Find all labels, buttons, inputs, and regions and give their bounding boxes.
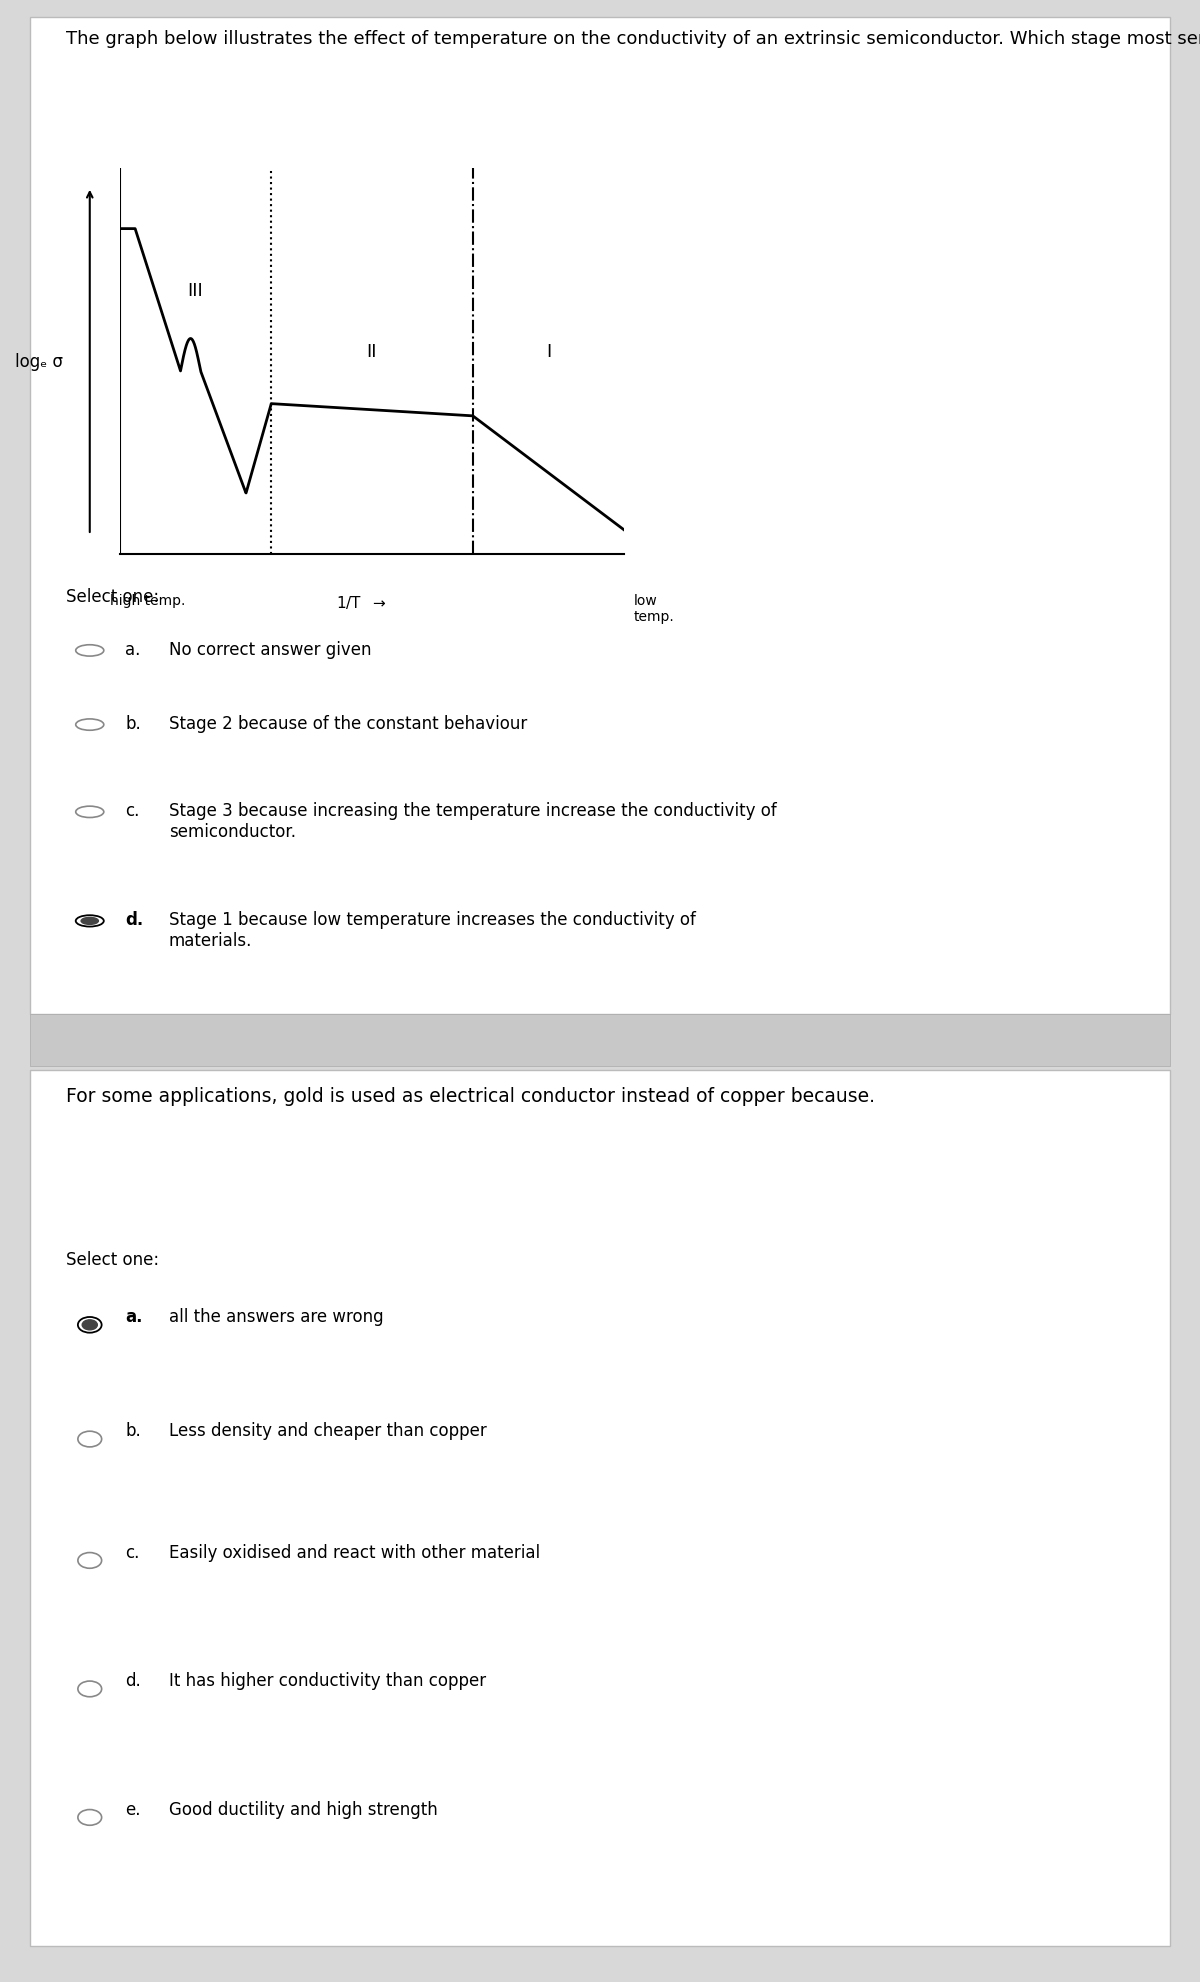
Text: I: I xyxy=(546,343,551,361)
Text: 1: 1 xyxy=(140,1033,152,1048)
Text: a.: a. xyxy=(126,640,140,658)
Text: It has higher conductivity than copper: It has higher conductivity than copper xyxy=(168,1671,486,1689)
Text: c.: c. xyxy=(126,801,139,819)
Text: e.: e. xyxy=(126,1800,140,1817)
Text: Easily oxidised and react with other material: Easily oxidised and react with other mat… xyxy=(168,1542,540,1560)
Text: Question: Question xyxy=(56,1033,133,1048)
Text: The graph below illustrates the effect of temperature on the conductivity of an : The graph below illustrates the effect o… xyxy=(66,30,1200,48)
Text: d.: d. xyxy=(126,910,144,928)
Text: III: III xyxy=(187,281,204,299)
Text: Select one:: Select one: xyxy=(66,589,160,606)
Text: high temp.: high temp. xyxy=(110,595,185,608)
Text: Select one:: Select one: xyxy=(66,1251,160,1268)
Text: a.: a. xyxy=(126,1308,143,1326)
Text: Less density and cheaper than copper: Less density and cheaper than copper xyxy=(168,1421,486,1439)
Circle shape xyxy=(82,1320,97,1330)
Text: Stage 2 because of the constant behaviour: Stage 2 because of the constant behaviou… xyxy=(168,714,527,731)
Text: 1/T  $\rightarrow$: 1/T $\rightarrow$ xyxy=(336,595,388,610)
Text: b.: b. xyxy=(126,1421,142,1439)
Text: For some applications, gold is used as electrical conductor instead of copper be: For some applications, gold is used as e… xyxy=(66,1086,875,1106)
Text: II: II xyxy=(367,343,377,361)
Text: Good ductility and high strength: Good ductility and high strength xyxy=(168,1800,437,1817)
Text: Stage 1 because low temperature increases the conductivity of
materials.: Stage 1 because low temperature increase… xyxy=(168,910,696,949)
Text: c.: c. xyxy=(126,1542,139,1560)
Text: all the answers are wrong: all the answers are wrong xyxy=(168,1308,383,1326)
Circle shape xyxy=(82,918,98,926)
Text: d.: d. xyxy=(126,1671,142,1689)
Text: b.: b. xyxy=(126,714,142,731)
Text: No correct answer given: No correct answer given xyxy=(168,640,371,658)
Text: low
temp.: low temp. xyxy=(634,595,674,624)
Text: logₑ σ: logₑ σ xyxy=(16,353,64,371)
Text: Stage 3 because increasing the temperature increase the conductivity of
semicond: Stage 3 because increasing the temperatu… xyxy=(168,801,776,840)
